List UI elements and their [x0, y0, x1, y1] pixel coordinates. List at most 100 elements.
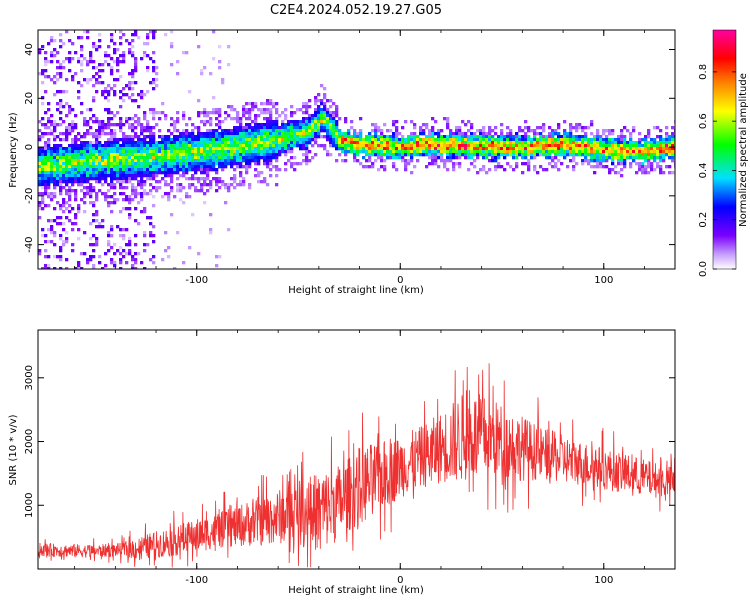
- heatmap-cell: [596, 144, 600, 148]
- heatmap-cell: [548, 147, 552, 151]
- heatmap-cell: [656, 141, 660, 145]
- heatmap-cell: [122, 234, 126, 238]
- heatmap-cell: [290, 135, 294, 139]
- heatmap-cell: [287, 159, 291, 163]
- heatmap-cell: [488, 153, 492, 157]
- heatmap-cell: [431, 162, 435, 166]
- heatmap-cell: [335, 147, 339, 151]
- heatmap-cell: [149, 30, 153, 34]
- heatmap-cell: [380, 129, 384, 133]
- heatmap-cell: [368, 156, 372, 160]
- heatmap-cell: [191, 129, 195, 133]
- heatmap-cell: [611, 153, 615, 157]
- heatmap-cell: [626, 144, 630, 148]
- heatmap-cell: [104, 108, 108, 112]
- heatmap-cell: [131, 141, 135, 145]
- heatmap-cell: [635, 171, 639, 175]
- heatmap-cell: [197, 132, 201, 136]
- heatmap-cell: [578, 123, 582, 127]
- heatmap-cell: [632, 126, 636, 130]
- heatmap-cell: [101, 120, 105, 124]
- heatmap-cell: [50, 195, 54, 199]
- heatmap-cell: [65, 180, 69, 184]
- heatmap-cell: [293, 123, 297, 127]
- heatmap-cell: [170, 42, 174, 46]
- heatmap-cell: [182, 141, 186, 145]
- heatmap-cell: [119, 60, 123, 64]
- heatmap-cell: [233, 141, 237, 145]
- heatmap-cell: [80, 147, 84, 151]
- heatmap-cell: [194, 156, 198, 160]
- heatmap-cell: [194, 138, 198, 142]
- heatmap-cell: [467, 141, 471, 145]
- heatmap-cell: [113, 129, 117, 133]
- heatmap-cell: [311, 144, 315, 148]
- heatmap-cell: [290, 129, 294, 133]
- heatmap-cell: [143, 141, 147, 145]
- heatmap-cell: [143, 192, 147, 196]
- heatmap-cell: [65, 201, 69, 205]
- heatmap-cell: [44, 204, 48, 208]
- heatmap-cell: [38, 138, 42, 142]
- heatmap-cell: [482, 153, 486, 157]
- heatmap-cell: [89, 156, 93, 160]
- heatmap-cell: [494, 144, 498, 148]
- heatmap-cell: [107, 189, 111, 193]
- heatmap-cell: [293, 168, 297, 172]
- heatmap-cell: [284, 144, 288, 148]
- heatmap-cell: [665, 165, 669, 169]
- heatmap-cell: [59, 75, 63, 79]
- heatmap-cell: [377, 144, 381, 148]
- heatmap-cell: [125, 159, 129, 163]
- heatmap-cell: [134, 165, 138, 169]
- heatmap-cell: [47, 144, 51, 148]
- heatmap-cell: [101, 129, 105, 133]
- heatmap-cell: [134, 120, 138, 124]
- heatmap-cell: [167, 156, 171, 160]
- heatmap-cell: [224, 144, 228, 148]
- heatmap-cell: [452, 153, 456, 157]
- heatmap-cell: [500, 147, 504, 151]
- heatmap-cell: [83, 30, 87, 34]
- heatmap-cell: [311, 135, 315, 139]
- heatmap-cell: [143, 54, 147, 58]
- heatmap-cell: [506, 135, 510, 139]
- heatmap-cell: [62, 60, 66, 64]
- heatmap-cell: [401, 135, 405, 139]
- heatmap-cell: [191, 147, 195, 151]
- heatmap-cell: [107, 162, 111, 166]
- heatmap-cell: [566, 135, 570, 139]
- heatmap-cell: [548, 144, 552, 148]
- heatmap-cell: [524, 156, 528, 160]
- heatmap-cell: [92, 66, 96, 70]
- heatmap-cell: [617, 135, 621, 139]
- heatmap-cell: [119, 153, 123, 157]
- heatmap-cell: [161, 141, 165, 145]
- heatmap-cell: [668, 135, 672, 139]
- heatmap-cell: [83, 135, 87, 139]
- heatmap-cell: [47, 153, 51, 157]
- heatmap-cell: [491, 156, 495, 160]
- heatmap-cell: [404, 153, 408, 157]
- heatmap-cell: [218, 135, 222, 139]
- heatmap-cell: [275, 156, 279, 160]
- heatmap-cell: [101, 174, 105, 178]
- heatmap-cell: [521, 150, 525, 154]
- heatmap-cell: [80, 45, 84, 49]
- heatmap-cell: [167, 159, 171, 163]
- heatmap-cell: [401, 138, 405, 142]
- heatmap-cell: [38, 156, 42, 160]
- heatmap-cell: [596, 138, 600, 142]
- heatmap-cell: [131, 135, 135, 139]
- heatmap-cell: [632, 144, 636, 148]
- heatmap-cell: [47, 60, 51, 64]
- heatmap-cell: [203, 159, 207, 163]
- heatmap-cell: [86, 156, 90, 160]
- heatmap-cell: [653, 144, 657, 148]
- heatmap-cell: [197, 129, 201, 133]
- heatmap-cell: [110, 210, 114, 214]
- heatmap-cell: [113, 48, 117, 52]
- heatmap-cell: [674, 162, 675, 166]
- heatmap-cell: [407, 150, 411, 154]
